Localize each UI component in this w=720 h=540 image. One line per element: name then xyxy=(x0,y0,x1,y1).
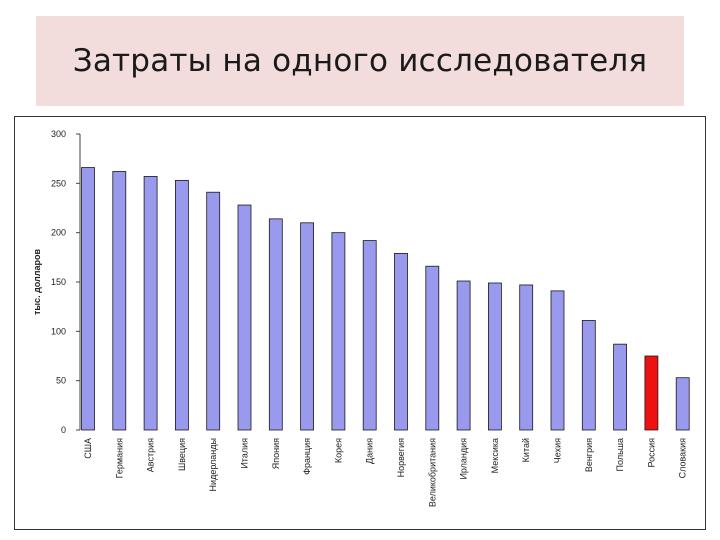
y-axis: 0 50 100 150 200 250 300 xyxy=(51,129,81,435)
category-labels: США Германия Австрия Швеция Нидерланды Италия… xyxy=(83,438,688,507)
y-tick-label: 50 xyxy=(56,376,66,386)
category-label: Чехия xyxy=(553,438,563,463)
category-label: Австрия xyxy=(146,438,156,472)
category-label: Франция xyxy=(302,438,312,475)
bar-8 xyxy=(331,232,346,431)
category-label: США xyxy=(83,438,93,459)
y-tick-label: 0 xyxy=(61,425,66,435)
y-axis-label: тыс. долларов xyxy=(32,249,42,316)
category-label: Норвегия xyxy=(396,438,406,478)
category-label: Италия xyxy=(240,438,250,469)
y-tick-label: 250 xyxy=(51,178,66,188)
category-label: Мексика xyxy=(490,438,500,473)
bar-5 xyxy=(237,204,252,431)
bar-1 xyxy=(112,171,127,431)
category-label: Словакия xyxy=(678,438,688,479)
category-label: Германия xyxy=(114,438,124,478)
bar-17 xyxy=(613,343,627,431)
bars xyxy=(81,167,690,431)
category-label: Польша xyxy=(615,438,625,471)
bar-4 xyxy=(206,191,221,431)
category-label: Нидерланды xyxy=(208,438,218,491)
category-label: Великобритания xyxy=(427,438,437,507)
bar-3 xyxy=(174,179,189,431)
category-label: Япония xyxy=(271,438,281,469)
bar-0 xyxy=(81,167,95,431)
bar-10 xyxy=(394,252,408,431)
bar-7 xyxy=(300,222,315,431)
category-label: Дания xyxy=(365,438,375,464)
category-label: Швеция xyxy=(177,438,187,471)
bar-9 xyxy=(362,240,377,431)
category-label: Ирландия xyxy=(459,438,469,480)
bar-11 xyxy=(425,265,440,431)
bar-15 xyxy=(550,290,565,431)
y-tick-label: 150 xyxy=(51,277,66,287)
y-tick-label: 200 xyxy=(51,228,66,238)
bar-19 xyxy=(675,377,690,431)
bar-2 xyxy=(143,176,158,431)
category-label: Россия xyxy=(646,438,656,468)
page-title: Затраты на одного исследователя xyxy=(72,43,648,79)
category-label: Венгрия xyxy=(584,438,594,472)
bar-12 xyxy=(456,280,471,431)
y-tick-label: 100 xyxy=(51,326,66,336)
bar-6 xyxy=(268,218,283,431)
bar-16 xyxy=(581,320,596,431)
bar-18 xyxy=(644,355,659,431)
y-tick-label: 300 xyxy=(51,129,66,139)
bar-13 xyxy=(487,282,502,431)
bar-14 xyxy=(519,284,534,431)
category-label: Корея xyxy=(333,438,343,463)
title-banner: Затраты на одного исследователя xyxy=(36,16,684,106)
category-label: Китай xyxy=(521,438,531,462)
